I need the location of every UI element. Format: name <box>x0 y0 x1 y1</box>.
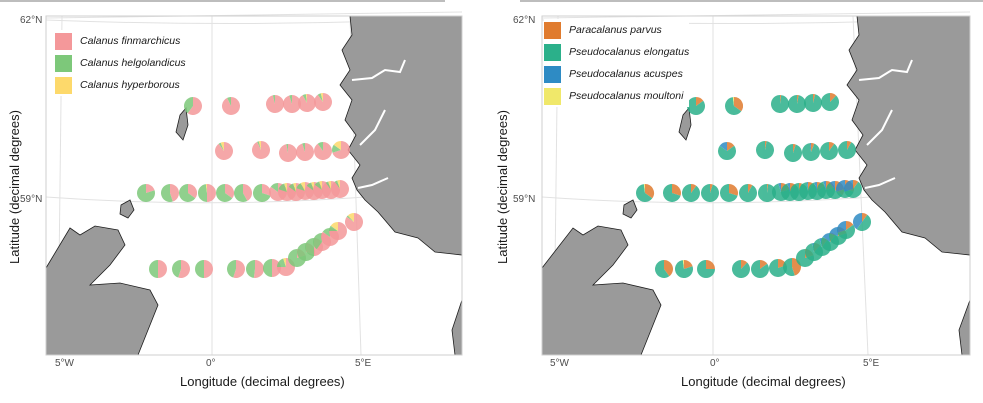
station-pie <box>227 260 246 278</box>
station-pie <box>725 97 743 115</box>
legend-key-moultoni <box>544 87 561 105</box>
station-pie <box>821 93 840 111</box>
station-pie <box>783 258 801 276</box>
legend-key-elongatus <box>544 43 561 61</box>
station-pie <box>739 184 757 202</box>
station-pie <box>686 97 705 115</box>
legend-item: Calanus helgolandicus <box>55 52 186 74</box>
station-pie <box>136 184 155 202</box>
station-pie <box>787 95 806 113</box>
x-tick-0: 0° <box>206 358 216 369</box>
station-pie <box>655 260 673 279</box>
station-pie <box>297 94 316 113</box>
station-pie <box>720 184 738 203</box>
station-pie <box>222 97 241 116</box>
station-pie <box>838 141 856 160</box>
legend-label: Calanus finmarchicus <box>80 35 181 47</box>
station-pie <box>252 141 270 159</box>
station-pie <box>756 141 774 160</box>
legend-key-hyperborous <box>55 76 72 94</box>
station-pie <box>197 184 216 202</box>
station-pie <box>184 97 202 115</box>
station-pie <box>697 260 715 278</box>
station-pie <box>819 141 838 161</box>
x-tick-5e: 5°E <box>355 358 372 369</box>
station-pie <box>837 220 855 240</box>
station-pie <box>345 212 364 231</box>
x-axis-label: Longitude (decimal degrees) <box>180 374 345 389</box>
y-tick-59n: 59°N <box>20 194 43 205</box>
station-pie <box>266 95 284 113</box>
legend-label: Pseudocalanus elongatus <box>569 46 690 58</box>
legend-key-helgolandicus <box>55 54 72 72</box>
station-pie <box>329 222 347 240</box>
station-pie <box>803 94 822 112</box>
station-pie <box>718 141 736 161</box>
station-pie <box>278 144 297 162</box>
legend-key-finmarchicus <box>55 32 72 50</box>
station-pie <box>253 184 271 202</box>
legend-item: Pseudocalanus acuspes <box>544 63 689 85</box>
legend-item: Calanus finmarchicus <box>55 30 186 52</box>
legend-label: Pseudocalanus moultoni <box>569 90 684 102</box>
top-border-right <box>520 0 983 2</box>
station-pie <box>179 184 197 203</box>
panel-calanus: 62°N 59°N 5°W 0° 5°E Longitude (decimal … <box>0 0 490 403</box>
legend-item: Pseudocalanus elongatus <box>544 41 689 63</box>
legend-label: Calanus helgolandicus <box>80 57 186 69</box>
x-tick-5w: 5°W <box>550 358 569 369</box>
station-pie <box>663 184 682 202</box>
legend-calanus: Calanus finmarchicus Calanus helgolandic… <box>55 30 186 96</box>
station-pie <box>770 95 789 114</box>
station-pie <box>853 213 871 232</box>
station-pie <box>751 260 769 278</box>
top-border-left <box>0 0 445 2</box>
station-pie <box>283 95 301 113</box>
station-pie <box>214 142 233 161</box>
station-pie <box>675 260 693 278</box>
y-tick-62n: 62°N <box>513 15 536 26</box>
x-tick-0: 0° <box>710 358 720 369</box>
legend-key-acuspes <box>544 65 561 83</box>
legend-label: Calanus hyperborous <box>80 79 180 91</box>
station-pie <box>758 184 776 202</box>
station-pie <box>331 141 351 160</box>
station-pie <box>636 184 655 202</box>
station-pie <box>195 260 213 278</box>
station-pie <box>682 184 700 202</box>
legend-item: Pseudocalanus moultoni <box>544 85 689 107</box>
station-pie <box>801 143 820 161</box>
y-axis-label: Latitude (decimal degrees) <box>495 110 510 264</box>
station-pie <box>172 260 191 278</box>
station-pie <box>700 184 719 202</box>
station-pie <box>245 260 264 278</box>
station-pie <box>314 142 332 160</box>
station-pie <box>314 93 333 111</box>
legend-pseudocalanus: Paracalanus parvus Pseudocalanus elongat… <box>544 19 690 107</box>
station-pie <box>843 180 862 199</box>
station-pie <box>732 260 751 278</box>
legend-item: Paracalanus parvus <box>544 19 689 41</box>
station-pie <box>296 143 314 161</box>
x-tick-5w: 5°W <box>55 358 74 369</box>
station-pie <box>331 180 350 198</box>
legend-item: Calanus hyperborous <box>55 74 186 96</box>
legend-label: Pseudocalanus acuspes <box>569 68 683 80</box>
y-tick-59n: 59°N <box>513 194 536 205</box>
station-pie <box>216 184 235 203</box>
x-axis-label: Longitude (decimal degrees) <box>681 374 846 389</box>
station-pie <box>149 260 167 278</box>
station-pie <box>784 144 803 162</box>
station-pie <box>234 184 252 203</box>
y-tick-62n: 62°N <box>20 15 43 26</box>
legend-key-paracalanus-parvus <box>544 21 561 39</box>
station-pie <box>161 184 180 202</box>
legend-label: Paracalanus parvus <box>569 24 662 36</box>
x-tick-5e: 5°E <box>863 358 880 369</box>
